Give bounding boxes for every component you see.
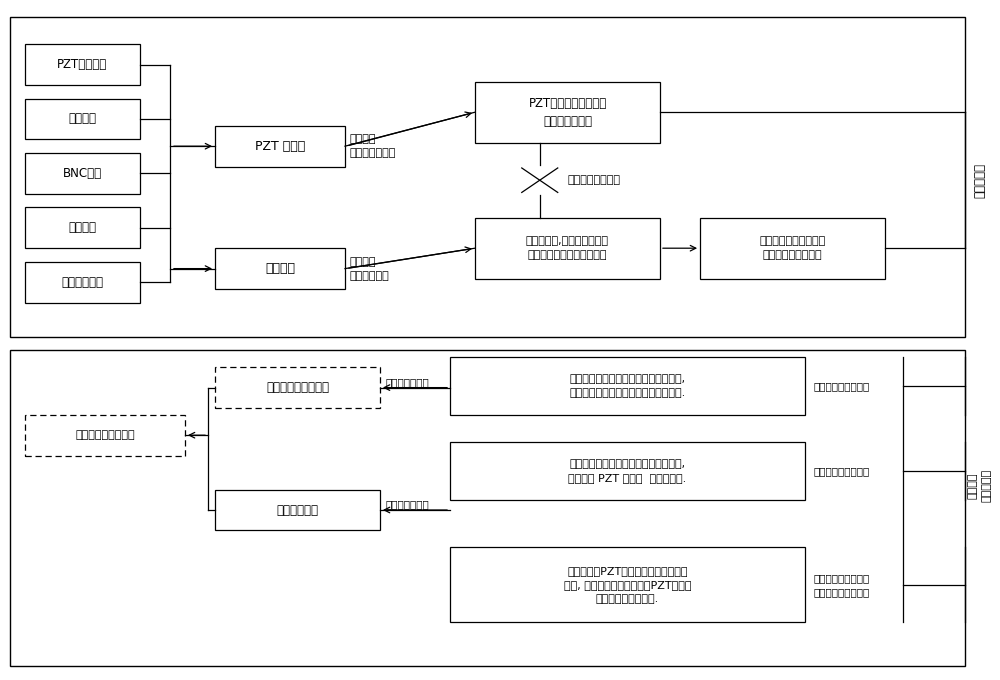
Text: 截面剑离情况: 截面剑离情况 xyxy=(276,503,318,517)
FancyBboxPatch shape xyxy=(700,218,885,279)
Text: 智能骨料: 智能骨料 xyxy=(265,262,295,275)
Text: 小波包信号分析: 小波包信号分析 xyxy=(385,377,429,387)
Text: 屏蔽导线: 屏蔽导线 xyxy=(68,112,96,126)
Text: 内部某一智能骨料为激励器产生应力波,
钉管壁外 PZT 反应器  器接收信号.: 内部某一智能骨料为激励器产生应力波, 钉管壁外 PZT 反应器 器接收信号. xyxy=(568,459,687,483)
Text: 评定钉管混凝土质量: 评定钉管混凝土质量 xyxy=(75,430,135,440)
FancyBboxPatch shape xyxy=(475,218,660,279)
Text: 内部屏蔽导线从钉管壁
上预留的排气孔导出: 内部屏蔽导线从钉管壁 上预留的排气孔导出 xyxy=(759,236,826,260)
FancyBboxPatch shape xyxy=(10,17,965,337)
Text: PZT片粘贴于钉管外壁
或钉构件外表面: PZT片粘贴于钉管外壁 或钉构件外表面 xyxy=(528,97,607,128)
Text: 其他辅材: 其他辅材 xyxy=(68,221,96,235)
FancyBboxPatch shape xyxy=(215,248,345,289)
Text: 内部某一智能骨料为激励器产生应力波,
其余智能骨料作为传感器接收传播信号.: 内部某一智能骨料为激励器产生应力波, 其余智能骨料作为传感器接收传播信号. xyxy=(569,374,686,398)
FancyBboxPatch shape xyxy=(215,490,380,530)
FancyBboxPatch shape xyxy=(25,262,140,303)
FancyBboxPatch shape xyxy=(25,99,140,139)
FancyBboxPatch shape xyxy=(215,367,380,408)
FancyBboxPatch shape xyxy=(450,547,805,622)
Text: 评定内部混凝土质量: 评定内部混凝土质量 xyxy=(266,381,329,394)
Text: BNC接头: BNC接头 xyxy=(63,167,102,180)
Text: 普通鑉管混凝土构件: 普通鑉管混凝土构件 xyxy=(813,466,869,476)
FancyBboxPatch shape xyxy=(450,442,805,500)
Text: 预制混凝土块: 预制混凝土块 xyxy=(62,275,104,289)
Text: 小波包信号分析: 小波包信号分析 xyxy=(385,500,429,509)
Text: 混凝土浇筑: 混凝土浇筑 xyxy=(974,163,986,198)
FancyBboxPatch shape xyxy=(215,126,345,167)
Text: PZT 反应器: PZT 反应器 xyxy=(255,139,305,153)
FancyBboxPatch shape xyxy=(25,153,140,194)
Text: 有外包钉筋混凝土结
构的鑉管混凝土构件: 有外包钉筋混凝土结 构的鑉管混凝土构件 xyxy=(813,573,869,597)
FancyBboxPatch shape xyxy=(10,350,965,666)
FancyBboxPatch shape xyxy=(25,207,140,248)
FancyBboxPatch shape xyxy=(475,82,660,143)
Text: 形成内外一一对应: 形成内外一一对应 xyxy=(568,175,621,185)
Text: 固定于内部,并以截面中心点
为基准点形成内部一一对应: 固定于内部,并以截面中心点 为基准点形成内部一一对应 xyxy=(526,236,609,260)
Text: PZT片的选择: PZT片的选择 xyxy=(57,58,108,71)
Text: 普通鑉管混凝土构件: 普通鑉管混凝土构件 xyxy=(813,381,869,391)
Text: 鑉管壁外某PZT反应器为激励器产生应
力波, 鑉管混凝土构件外表面PZT反应器
作为传感器接收信号.: 鑉管壁外某PZT反应器为激励器产生应 力波, 鑉管混凝土构件外表面PZT反应器 … xyxy=(564,566,691,604)
Text: 钉管内部
某一监测截面: 钉管内部 某一监测截面 xyxy=(350,256,390,281)
FancyBboxPatch shape xyxy=(450,357,805,415)
FancyBboxPatch shape xyxy=(25,415,185,456)
Text: 激励信号
并接收信号: 激励信号 并接收信号 xyxy=(968,469,992,502)
FancyBboxPatch shape xyxy=(25,44,140,85)
Text: 钉管外壁
或钉构件外表面: 钉管外壁 或钉构件外表面 xyxy=(350,134,396,158)
